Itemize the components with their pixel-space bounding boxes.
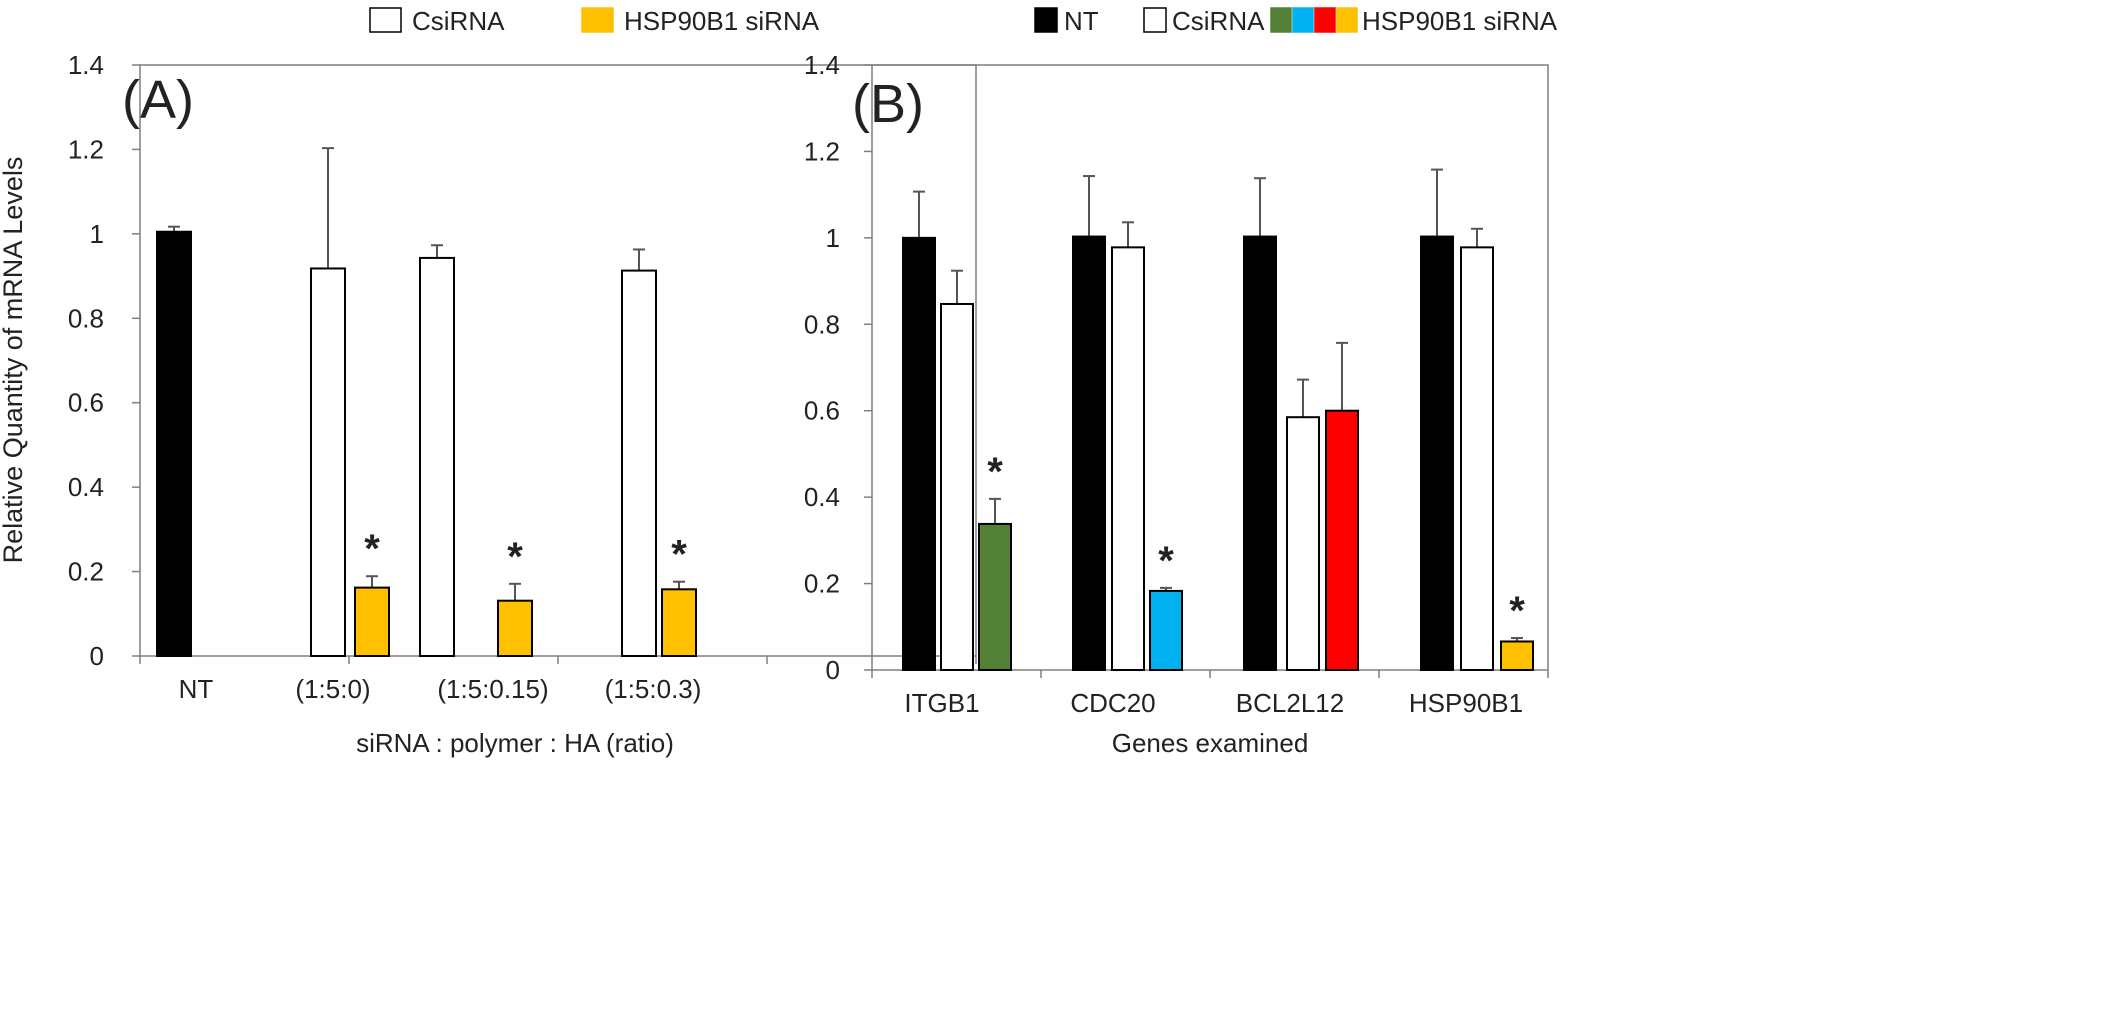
bar-a [621, 269, 657, 657]
legend-swatch-b [1292, 7, 1314, 33]
panel-label-b: (B) [852, 74, 924, 134]
x-axis-title-a: siRNA : polymer : HA (ratio) [356, 728, 674, 758]
legend-label-b: CsiRNA [1172, 6, 1265, 36]
bar-a [354, 586, 390, 657]
x-tick-label-a: NT [179, 674, 214, 704]
x-axis-title-b: Genes examined [1112, 728, 1309, 758]
y-tick-label-b: 0.2 [804, 569, 840, 599]
legend-swatch-b [1143, 7, 1167, 33]
y-axis-title-a: Relative Quantity of mRNA Levels [0, 157, 28, 564]
y-tick-label-b: 1.2 [804, 136, 840, 166]
bar-a [156, 230, 192, 657]
x-tick-label-a: (1:5:0.15) [437, 674, 548, 704]
y-tick-label-a: 1 [90, 219, 104, 249]
x-tick-label-a: (1:5:0) [295, 674, 370, 704]
significance-star-b: * [987, 450, 1003, 494]
legend-label-b: NT [1064, 6, 1099, 36]
bar-b [902, 236, 936, 671]
x-tick-label-b: ITGB1 [904, 688, 979, 718]
bar-b [1243, 235, 1277, 672]
y-tick-label-a: 0.4 [68, 472, 104, 502]
legend-label-b: HSP90B1 siRNA [1362, 6, 1558, 36]
x-tick-label-a: (1:5:0.3) [605, 674, 702, 704]
bar-b [978, 522, 1012, 672]
legend-swatch-a [369, 7, 402, 33]
legend-label-a: HSP90B1 siRNA [624, 6, 820, 36]
legend-swatch-b [1270, 7, 1292, 33]
y-tick-label-a: 0.6 [68, 388, 104, 418]
legend-swatch-a [581, 7, 614, 33]
bar-a [310, 267, 346, 657]
bar-b [1325, 409, 1359, 671]
y-tick-label-b: 1 [826, 223, 840, 253]
bar-a [661, 588, 697, 658]
bar-a [497, 599, 533, 657]
significance-star-b: * [1158, 539, 1174, 583]
significance-star-a: * [671, 533, 687, 577]
bar-b [1420, 235, 1454, 672]
y-tick-label-a: 0.8 [68, 303, 104, 333]
bar-b [1149, 589, 1183, 671]
y-tick-label-b: 0.4 [804, 482, 840, 512]
y-tick-label-a: 1.2 [68, 134, 104, 164]
x-tick-label-b: CDC20 [1070, 688, 1155, 718]
significance-star-a: * [364, 527, 380, 571]
bar-b [1111, 246, 1145, 671]
legend-label-a: CsiRNA [412, 6, 505, 36]
significance-star-b: * [1509, 589, 1525, 633]
bar-b [1500, 640, 1534, 672]
y-tick-label-a: 0 [90, 641, 104, 671]
legend-swatch-b [1034, 7, 1058, 33]
significance-star-a: * [507, 535, 523, 579]
y-tick-label-b: 0 [826, 655, 840, 685]
y-tick-label-b: 0.8 [804, 309, 840, 339]
panel-a: 0 0.2 0.4 0.6 0.8 1 1.2 1.4 NT * (1:5:0) * (1:5:0.15… [0, 6, 977, 758]
y-tick-label-a: 0.2 [68, 557, 104, 587]
legend-swatch-b [1336, 7, 1358, 33]
panel-label-a: (A) [122, 70, 194, 130]
legend-swatch-b [1314, 7, 1336, 33]
x-tick-label-b: BCL2L12 [1236, 688, 1344, 718]
bar-b [1460, 246, 1494, 671]
y-tick-label-a: 1.4 [68, 50, 104, 80]
y-tick-label-b: 1.4 [804, 50, 840, 80]
bar-a [419, 256, 455, 657]
bar-b [1286, 416, 1320, 672]
bar-b [1072, 235, 1106, 672]
bar-b [940, 302, 974, 671]
y-tick-label-b: 0.6 [804, 396, 840, 426]
panel-b: 0 0.2 0.4 0.6 0.8 1 1.2 1.4 * ITGB1 * CDC20 BCL2L12 *… [804, 6, 1558, 758]
x-tick-label-b: HSP90B1 [1409, 688, 1523, 718]
plot-frame-a [139, 64, 977, 657]
